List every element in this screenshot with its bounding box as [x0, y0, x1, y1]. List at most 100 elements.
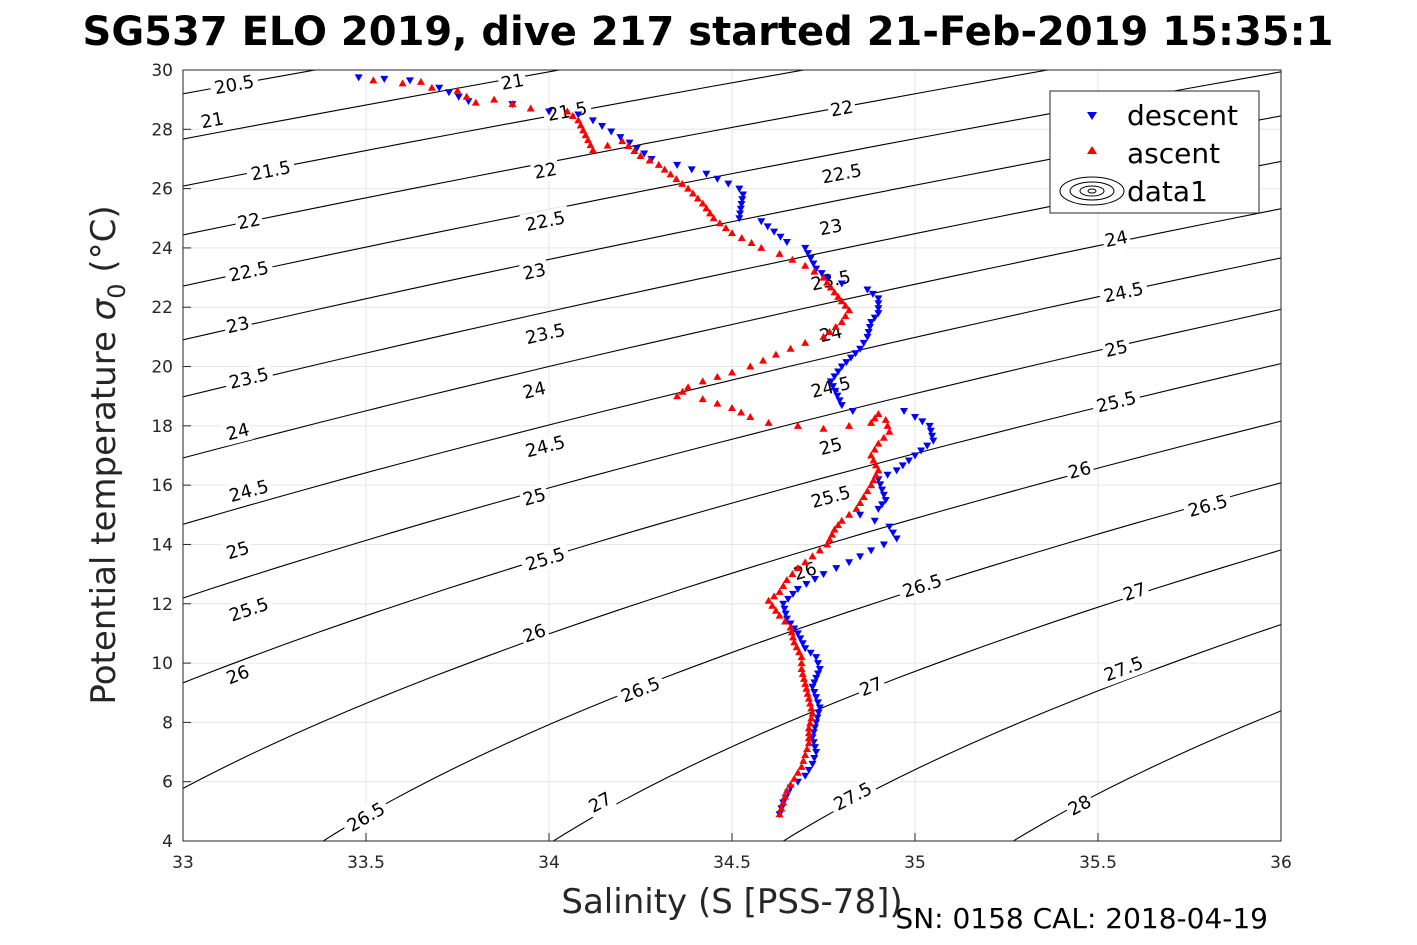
y-tick-label: 8	[162, 713, 173, 733]
descent-point	[625, 139, 634, 147]
contour-label-bg	[497, 68, 528, 96]
x-tick-label: 35	[904, 853, 926, 873]
ascent-point	[563, 107, 572, 115]
isopycnal-27.5	[782, 624, 1281, 841]
y-axis-label-unit: (°C)	[84, 205, 124, 283]
ascent-point	[797, 653, 806, 661]
descent-point	[878, 486, 887, 494]
descent-point	[831, 387, 840, 395]
ascent-point	[576, 121, 585, 129]
descent-point	[832, 565, 841, 573]
ascent-point	[603, 141, 612, 149]
contour-label-text: 23	[818, 215, 845, 240]
ascent-point	[802, 684, 811, 692]
contour-label-bg	[518, 376, 551, 405]
descent-point	[810, 576, 819, 584]
ascent-point	[398, 79, 407, 87]
descent-point	[823, 274, 832, 282]
ascent-point	[684, 184, 693, 192]
ascent-point	[781, 617, 790, 625]
descent-point	[806, 649, 815, 657]
ascent-point	[624, 142, 633, 150]
contour-label-text: 23	[521, 259, 548, 284]
ascent-point	[869, 456, 878, 464]
descent-point	[846, 354, 855, 362]
descent-point	[815, 704, 824, 712]
descent-point	[789, 590, 797, 598]
ascent-point	[828, 530, 837, 538]
ascent-point	[874, 439, 883, 447]
ascent-point	[688, 189, 697, 197]
descent-point	[879, 541, 888, 549]
ascent-point	[831, 323, 840, 330]
ascent-point	[799, 756, 808, 764]
descent-point	[780, 605, 789, 613]
contour-label-bg	[519, 429, 572, 464]
descent-point	[837, 402, 846, 410]
descent-point	[687, 166, 696, 174]
descent-point	[904, 457, 913, 465]
y-tick-label: 28	[151, 120, 173, 140]
descent-point	[810, 744, 819, 752]
descent-point	[607, 128, 616, 136]
descent-point	[806, 255, 815, 263]
contour-label-bg	[854, 671, 888, 702]
descent-point	[837, 363, 846, 371]
ascent-point	[808, 709, 817, 717]
contour-label-bg	[826, 95, 858, 122]
ascent-point	[841, 312, 850, 320]
ascent-point	[799, 674, 808, 682]
descent-point	[878, 501, 887, 509]
descent-point	[874, 310, 883, 318]
descent-point	[868, 290, 877, 298]
ascent-point	[801, 558, 810, 566]
descent-point	[738, 196, 747, 204]
descent-point	[810, 688, 819, 696]
contour-label-bg	[816, 158, 868, 190]
contour-label-bg	[805, 264, 857, 297]
isopycnal-21.5	[183, 70, 807, 187]
contour-label-bg	[223, 255, 275, 288]
y-axis-label-main: Potential temperature	[84, 320, 124, 704]
ascent-point	[746, 412, 755, 420]
data-series	[354, 74, 938, 819]
ascent-point	[453, 86, 462, 94]
ascent-point	[823, 540, 832, 548]
contour-label-bg	[519, 541, 572, 577]
contour-label: 22	[233, 207, 265, 235]
contour-label-bg	[1181, 488, 1234, 523]
ascent-point	[826, 283, 835, 291]
ascent-point	[885, 427, 894, 435]
descent-point	[867, 547, 876, 555]
descent-point	[889, 529, 898, 537]
descent-point	[870, 517, 879, 525]
descent-point	[898, 462, 907, 470]
descent-point	[770, 228, 779, 236]
descent-point	[616, 134, 625, 142]
y-axis-label-sub: 0	[103, 283, 131, 298]
legend-descent-marker	[1087, 112, 1097, 120]
ascent-point	[788, 255, 797, 263]
ascent-point	[867, 418, 876, 426]
descent-point	[812, 749, 821, 757]
ascent-point	[819, 424, 828, 432]
x-tick-label: 35.5	[1079, 853, 1117, 873]
y-tick-label: 12	[151, 595, 173, 615]
contour-label: 27	[1118, 577, 1151, 607]
descent-point	[892, 535, 901, 543]
descent-point	[925, 422, 934, 430]
contour-label-bg	[197, 107, 228, 134]
descent-point	[929, 437, 938, 445]
descent-point	[865, 324, 874, 331]
ascent-point	[759, 356, 768, 364]
descent-point	[763, 223, 772, 231]
ascent-point	[874, 466, 883, 474]
y-tick-label: 20	[151, 358, 173, 378]
isopycnal-25.5	[183, 363, 1281, 684]
contour-label-bg	[222, 362, 275, 395]
ascent-point	[863, 487, 872, 495]
contour-label: 25	[1100, 334, 1132, 363]
ascent-point	[508, 100, 517, 108]
contour-label-bg	[1062, 789, 1097, 822]
contour-label-bg	[1118, 577, 1151, 607]
